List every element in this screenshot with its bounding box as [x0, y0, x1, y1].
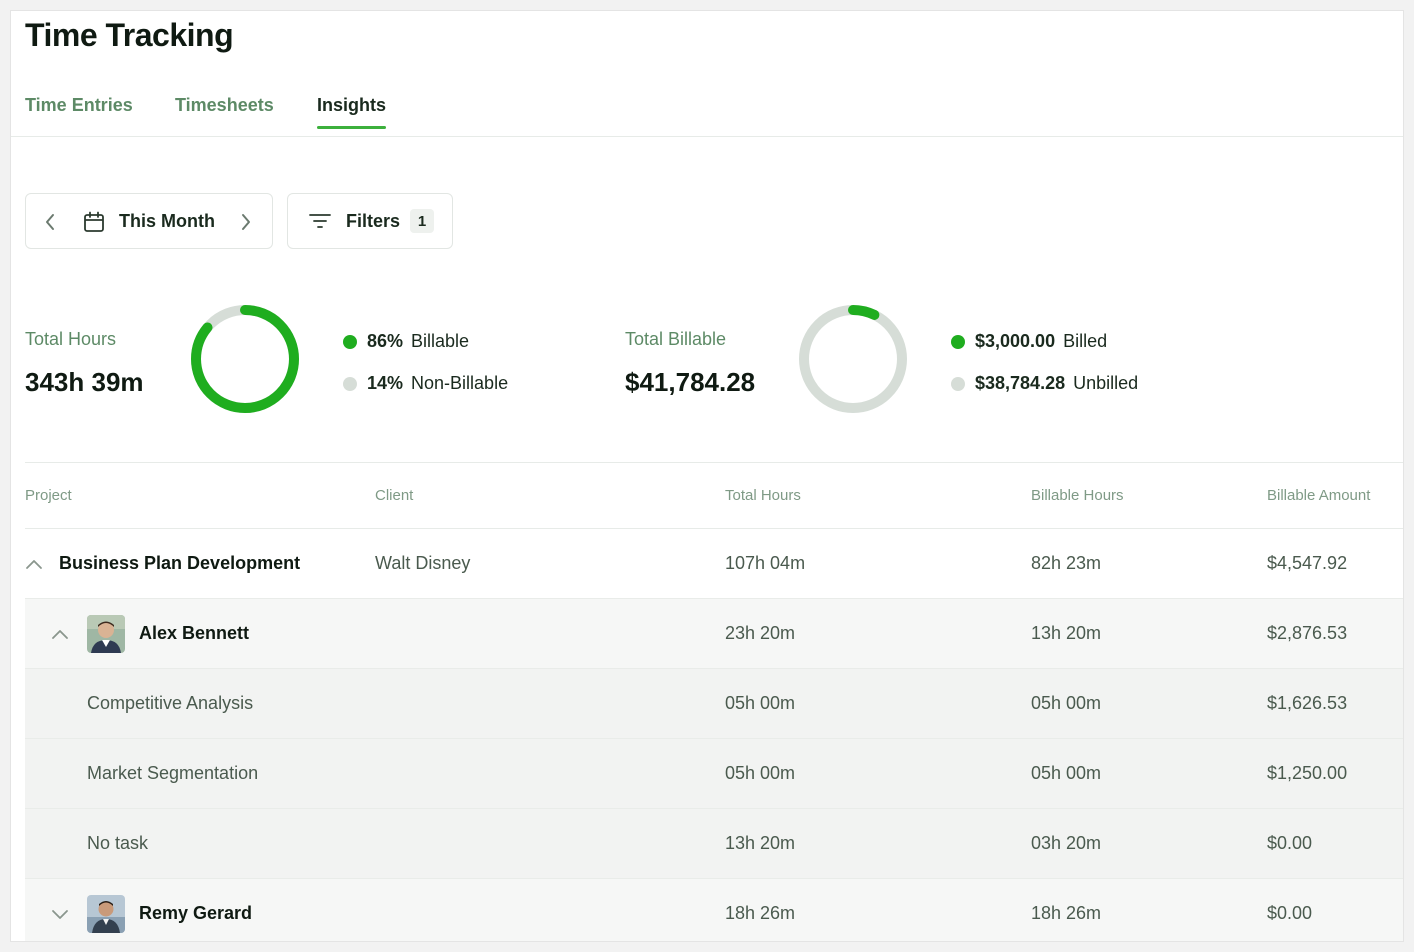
table-row-member[interactable]: Alex Bennett 23h 20m 13h 20m $2,876.53 [25, 599, 1403, 669]
total-billable-value: $41,784.28 [625, 367, 756, 397]
table-row-project[interactable]: Business Plan Development Walt Disney 10… [25, 529, 1403, 599]
total-hours-cell: 107h 04m [725, 553, 806, 573]
billable-amount-cell: $4,547.92 [1267, 553, 1348, 573]
chevron-right-icon[interactable] [240, 212, 252, 237]
billable-label: Billable [411, 331, 470, 351]
legend-non-billable: 14% Non-Billable [343, 373, 508, 394]
project-name: Business Plan Development [59, 553, 301, 573]
unbilled-label: Unbilled [1073, 373, 1139, 393]
avatar [87, 895, 125, 933]
legend-unbilled: $38,784.28 Unbilled [951, 373, 1138, 394]
period-selector: This Month [25, 193, 273, 249]
legend-dot-unbilled [951, 376, 965, 391]
header-billable-hours[interactable]: Billable Hours [1031, 487, 1124, 504]
billable-donut-track [799, 305, 907, 413]
task-name: Market Segmentation [87, 763, 259, 783]
tab-bar: Time Entries Timesheets Insights [25, 95, 1403, 137]
billable-donut-chart [799, 305, 907, 413]
task-name: No task [87, 833, 149, 853]
total-hours-cell: 05h 00m [725, 763, 796, 783]
chevron-left-icon[interactable] [44, 212, 56, 237]
billable-hours-cell: 13h 20m [1031, 623, 1102, 643]
legend-dot-billable [343, 334, 357, 349]
page-title: Time Tracking [25, 17, 234, 53]
chevron-up-icon[interactable] [51, 599, 69, 668]
tab-timesheets[interactable]: Timesheets [175, 95, 274, 115]
header-billable-amount[interactable]: Billable Amount [1267, 487, 1371, 504]
member-name: Remy Gerard [139, 903, 253, 923]
billed-amount: $3,000.00 [975, 331, 1056, 351]
legend-billable: 86% Billable [343, 331, 469, 352]
total-billable-label: Total Billable [625, 329, 727, 349]
header-project[interactable]: Project [25, 487, 72, 504]
filter-icon [308, 211, 332, 231]
filters-count-badge: 1 [410, 209, 435, 233]
table-row-task[interactable]: Market Segmentation 05h 00m 05h 00m $1,2… [25, 739, 1403, 809]
table-row-member[interactable]: Remy Gerard 18h 26m 18h 26m $0.00 [25, 879, 1403, 941]
billable-amount-cell: $1,626.53 [1267, 693, 1348, 713]
legend-billed: $3,000.00 Billed [951, 331, 1107, 352]
billable-amount-cell: $1,250.00 [1267, 763, 1348, 783]
tabs-divider [11, 136, 1403, 137]
tab-insights[interactable]: Insights [317, 95, 387, 129]
non-billable-label: Non-Billable [411, 373, 509, 393]
chevron-up-icon[interactable] [25, 529, 43, 598]
tab-time-entries[interactable]: Time Entries [25, 95, 133, 115]
avatar [87, 615, 125, 653]
table-row-task[interactable]: No task 13h 20m 03h 20m $0.00 [25, 809, 1403, 879]
billable-percent: 86% [367, 331, 404, 351]
filters-label: Filters [346, 210, 401, 231]
non-billable-percent: 14% [367, 373, 404, 393]
table-header: Project Client Total Hours Billable Hour… [25, 463, 1403, 529]
hours-donut-billable-arc [191, 305, 299, 413]
hours-donut-chart [191, 305, 299, 413]
billable-amount-cell: $2,876.53 [1267, 623, 1348, 643]
legend-dot-billed [951, 334, 965, 349]
billable-hours-cell: 05h 00m [1031, 693, 1102, 713]
period-label[interactable]: This Month [119, 210, 215, 231]
total-hours-value: 343h 39m [25, 367, 144, 397]
total-hours-cell: 13h 20m [725, 833, 796, 853]
total-hours-label: Total Hours [25, 329, 117, 349]
billable-hours-cell: 82h 23m [1031, 553, 1102, 573]
billable-amount-cell: $0.00 [1267, 903, 1313, 923]
chevron-down-icon[interactable] [51, 879, 69, 941]
billable-amount-cell: $0.00 [1267, 833, 1313, 853]
total-hours-cell: 05h 00m [725, 693, 796, 713]
summary-divider [25, 462, 1403, 463]
time-tracking-page: Time Tracking Time Entries Timesheets In… [10, 10, 1404, 942]
client-name: Walt Disney [375, 553, 471, 573]
header-client[interactable]: Client [375, 487, 414, 504]
member-name: Alex Bennett [139, 623, 250, 643]
billable-hours-cell: 03h 20m [1031, 833, 1102, 853]
billable-donut-billed-arc [799, 305, 907, 413]
total-hours-cell: 18h 26m [725, 903, 796, 923]
billable-hours-cell: 18h 26m [1031, 903, 1102, 923]
calendar-icon [82, 210, 106, 239]
table-row-task[interactable]: Competitive Analysis 05h 00m 05h 00m $1,… [25, 669, 1403, 739]
billed-label: Billed [1063, 331, 1108, 351]
total-hours-cell: 23h 20m [725, 623, 796, 643]
legend-dot-non-billable [343, 376, 357, 391]
task-name: Competitive Analysis [87, 693, 254, 713]
filters-button[interactable]: Filters 1 [287, 193, 453, 249]
header-total-hours[interactable]: Total Hours [725, 487, 801, 504]
billable-hours-cell: 05h 00m [1031, 763, 1102, 783]
unbilled-amount: $38,784.28 [975, 373, 1066, 393]
